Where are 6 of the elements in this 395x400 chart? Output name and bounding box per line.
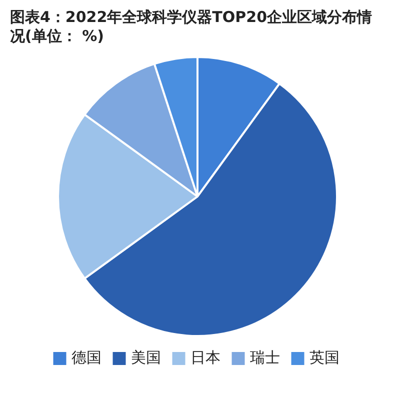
legend-label: 日本 (190, 348, 220, 366)
chart-title: 图表4：2022年全球科学仪器TOP20企业区域分布情况(单位： %) (10, 8, 374, 46)
legend-label: 瑞士 (250, 348, 280, 366)
legend-label: 美国 (130, 348, 161, 366)
legend-label: 英国 (309, 348, 340, 366)
legend-label: 德国 (71, 348, 102, 366)
